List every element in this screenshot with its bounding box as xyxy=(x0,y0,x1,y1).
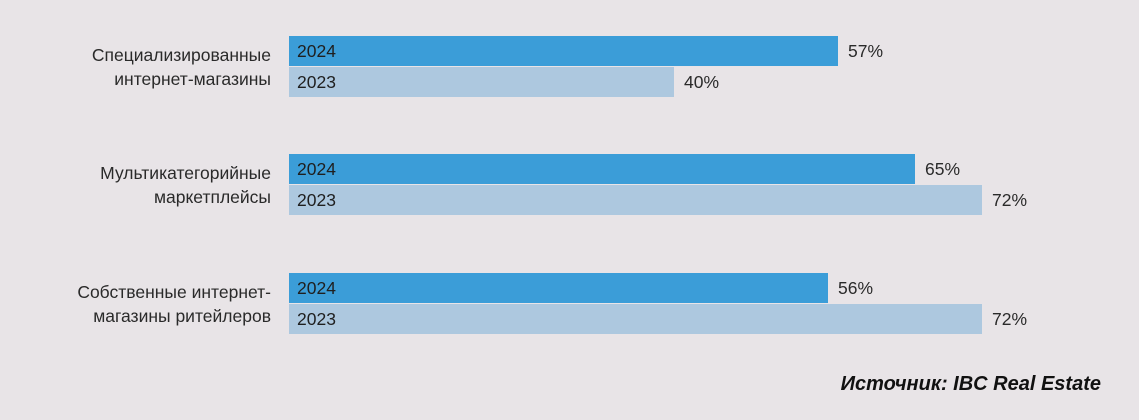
bar-2024: 2024 xyxy=(289,36,838,66)
category-label: Специализированные интернет-магазины xyxy=(92,43,271,91)
bar-2023: 2023 xyxy=(289,185,982,215)
source-note: Источник: IBC Real Estate xyxy=(840,373,1101,395)
bar-series-label: 2024 xyxy=(297,159,336,179)
category-label-line: интернет-магазины xyxy=(114,69,271,89)
value-label: 56% xyxy=(838,278,874,298)
category-label: Мультикатегорийные маркетплейсы xyxy=(100,161,271,209)
category-group: Специализированные интернет-магазины 2024 5… xyxy=(0,36,1139,98)
bar-series-label: 2023 xyxy=(297,72,336,92)
bar-2024: 2024 xyxy=(289,154,915,184)
bar-series-label: 2023 xyxy=(297,190,336,210)
value-label: 72% xyxy=(992,190,1028,210)
value-label: 40% xyxy=(684,72,720,92)
value-label: 65% xyxy=(925,159,961,179)
bar-2023: 2023 xyxy=(289,67,674,97)
category-group: Мультикатегорийные маркетплейсы 2024 65% 202… xyxy=(0,154,1139,216)
value-label: 72% xyxy=(992,309,1028,329)
category-group: Собственные интернет-магазины ритейлеров… xyxy=(0,273,1139,335)
category-label-line: Собственные интернет- xyxy=(77,282,271,302)
category-label-line: Мультикатегорийные xyxy=(100,163,271,183)
category-label-line: маркетплейсы xyxy=(153,187,271,207)
category-label: Собственные интернет-магазины ритейлеров xyxy=(77,280,271,328)
bar-series-label: 2023 xyxy=(297,309,336,329)
value-label: 57% xyxy=(848,41,884,61)
bar-series-label: 2024 xyxy=(297,41,336,61)
bar-series-label: 2024 xyxy=(297,278,336,298)
bar-2024: 2024 xyxy=(289,273,828,303)
category-label-line: Специализированные xyxy=(91,45,271,65)
bar-2023: 2023 xyxy=(289,304,982,334)
category-label-line: магазины ритейлеров xyxy=(93,306,271,326)
